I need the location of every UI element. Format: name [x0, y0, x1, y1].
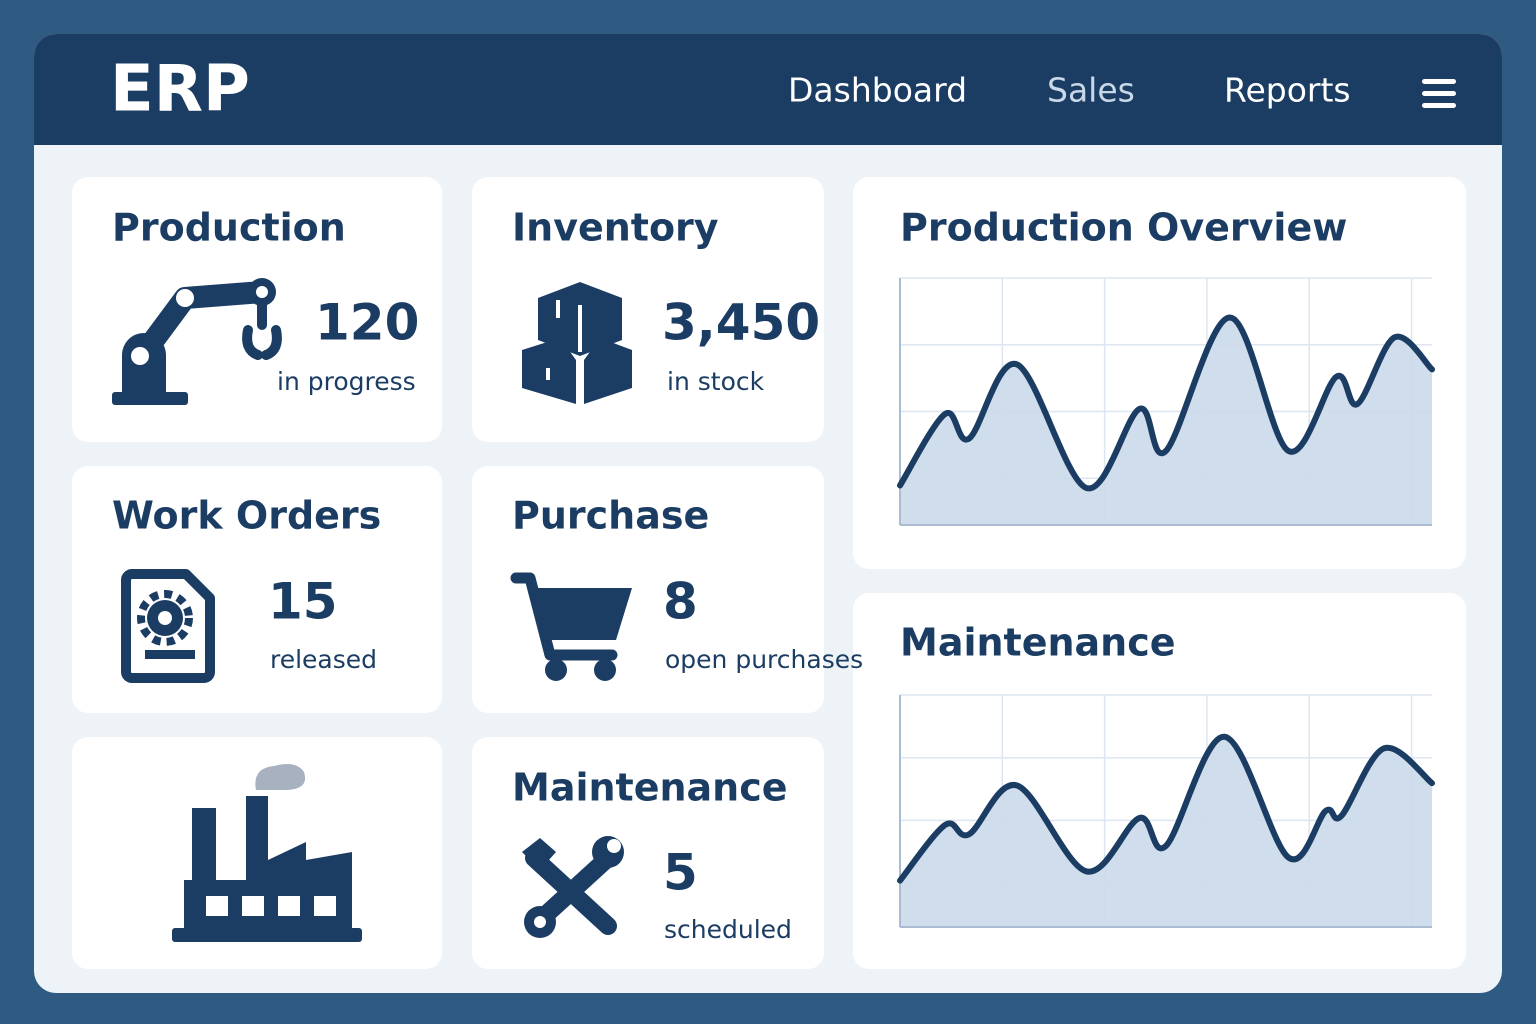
line-series — [897, 314, 1435, 491]
app-title: ERP — [110, 53, 250, 127]
card-caption: in stock — [667, 367, 765, 396]
boxes-icon — [522, 282, 632, 404]
nav-link[interactable]: Dashboard — [788, 71, 967, 110]
area-fill — [900, 736, 1432, 927]
card-caption: in progress — [277, 367, 416, 396]
card-title: Production — [112, 206, 346, 250]
chart-title: Maintenance — [900, 621, 1176, 665]
line-series — [897, 733, 1435, 884]
menu-button[interactable] — [1422, 79, 1456, 108]
card-title: Work Orders — [112, 494, 381, 538]
card-caption: scheduled — [664, 915, 792, 944]
card-title: Purchase — [512, 494, 709, 538]
card-value: 5 — [663, 844, 698, 902]
card-value: 15 — [268, 573, 338, 631]
nav-link[interactable]: Reports — [1224, 71, 1351, 110]
factory-icon — [172, 764, 362, 942]
card-title: Inventory — [512, 206, 719, 250]
area-fill — [900, 317, 1432, 525]
card-value: 8 — [663, 573, 698, 631]
tools-icon — [522, 836, 624, 938]
card-title: Maintenance — [512, 766, 788, 810]
card-caption: released — [270, 645, 377, 674]
chart-title: Production Overview — [900, 206, 1347, 250]
robot-arm-icon — [112, 278, 282, 405]
cart-icon — [510, 572, 632, 681]
nav-link[interactable]: Sales — [1047, 71, 1135, 110]
card-value: 3,450 — [662, 294, 820, 352]
header-bar — [34, 34, 1502, 145]
card-value: 120 — [315, 294, 419, 352]
card-caption: open purchases — [665, 645, 863, 674]
work-order-icon — [121, 569, 215, 683]
